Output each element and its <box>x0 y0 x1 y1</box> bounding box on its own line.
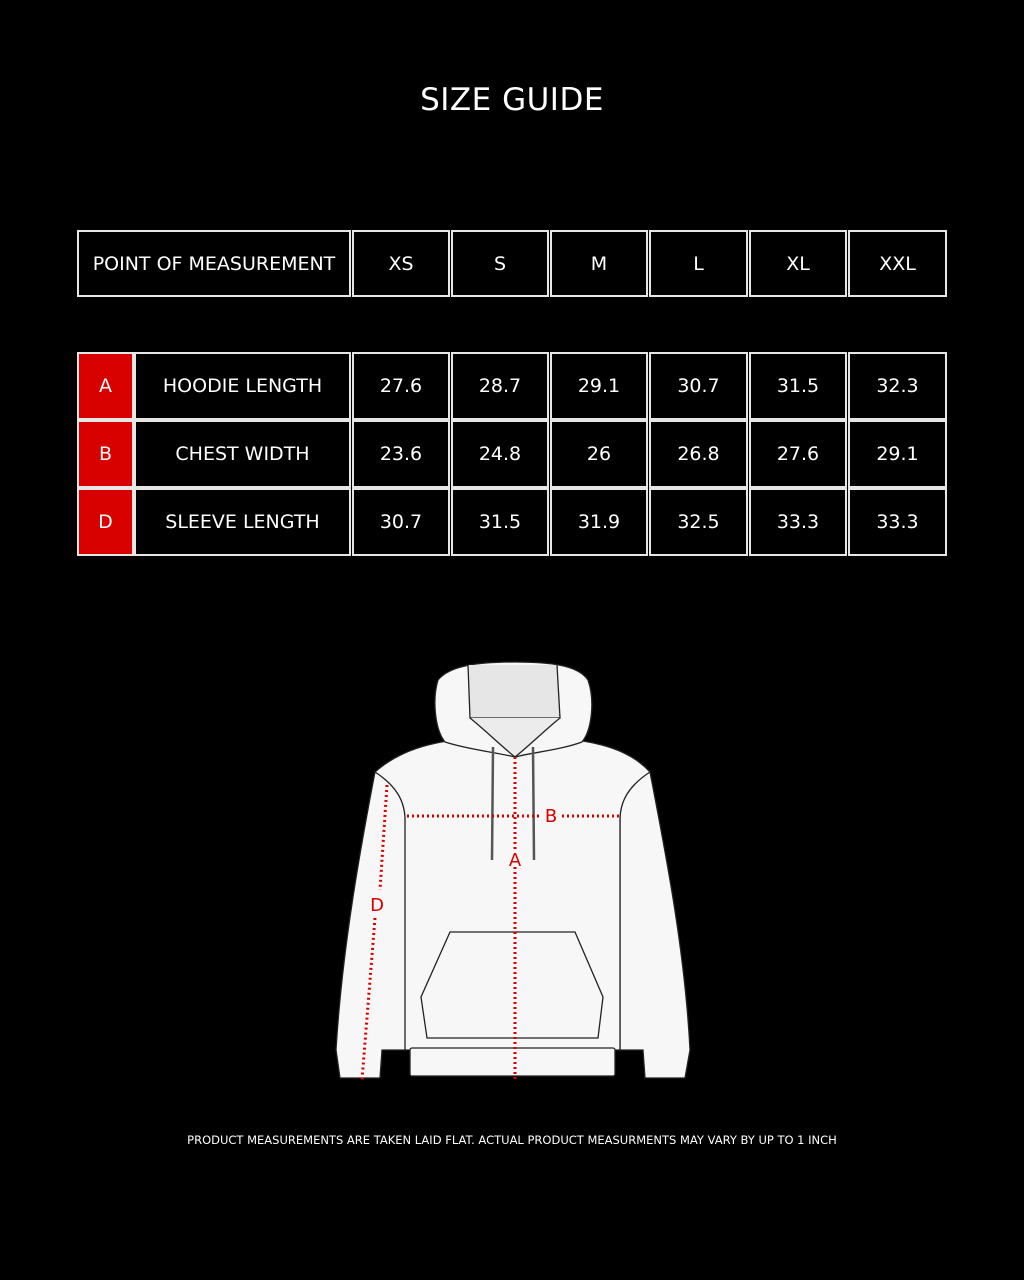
measurement-value: 26.8 <box>649 420 748 488</box>
measurement-value: 26 <box>550 420 648 488</box>
drawstring-left <box>490 746 495 861</box>
row-key: A <box>77 352 134 420</box>
right-sleeve <box>619 771 691 1079</box>
label-b: B <box>545 806 557 827</box>
measurement-value: 30.7 <box>352 488 450 556</box>
pocket <box>420 931 604 1039</box>
measurement-value: 33.3 <box>848 488 947 556</box>
header-size: M <box>550 230 648 297</box>
header-size: XXL <box>848 230 947 297</box>
waistband <box>409 1047 616 1077</box>
measurement-value: 24.8 <box>451 420 549 488</box>
header-size: XL <box>749 230 847 297</box>
measurement-value: 29.1 <box>848 420 947 488</box>
label-a: A <box>509 850 522 871</box>
measurement-value: 30.7 <box>649 352 748 420</box>
footnote: PRODUCT MEASUREMENTS ARE TAKEN LAID FLAT… <box>187 1133 837 1147</box>
measurement-value: 29.1 <box>550 352 648 420</box>
measurement-value: 33.3 <box>749 488 847 556</box>
measurement-value: 32.5 <box>649 488 748 556</box>
header-size: XS <box>352 230 450 297</box>
row-key: D <box>77 488 134 556</box>
drawstring-right <box>531 746 536 861</box>
page-title: SIZE GUIDE <box>420 82 604 118</box>
measurement-value: 23.6 <box>352 420 450 488</box>
row-key: B <box>77 420 134 488</box>
row-label: SLEEVE LENGTH <box>134 488 351 556</box>
row-label: CHEST WIDTH <box>134 420 351 488</box>
left-sleeve <box>335 771 407 1079</box>
measurement-value: 27.6 <box>749 420 847 488</box>
measurement-value: 27.6 <box>352 352 450 420</box>
measurement-value: 31.5 <box>749 352 847 420</box>
hoodie-diagram: A B D <box>335 661 691 1081</box>
measurement-value: 32.3 <box>848 352 947 420</box>
measurement-value: 31.9 <box>550 488 648 556</box>
measurement-value: 28.7 <box>451 352 549 420</box>
header-size: S <box>451 230 549 297</box>
header-size: L <box>649 230 748 297</box>
row-label: HOODIE LENGTH <box>134 352 351 420</box>
measurement-value: 31.5 <box>451 488 549 556</box>
label-d: D <box>370 895 384 916</box>
header-point-of-measurement: POINT OF MEASUREMENT <box>77 230 351 297</box>
